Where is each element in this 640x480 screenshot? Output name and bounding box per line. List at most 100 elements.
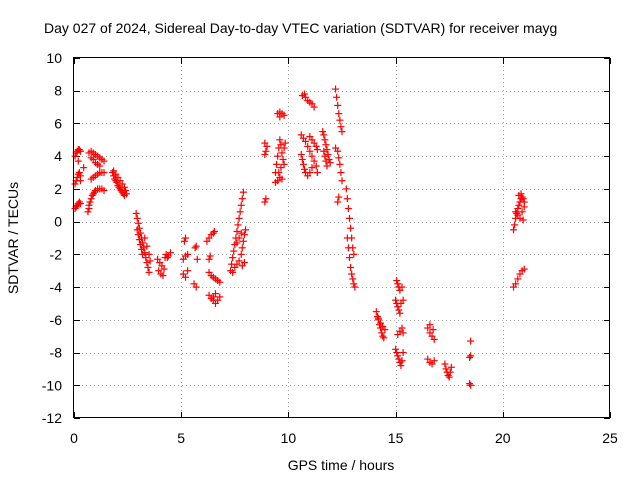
data-point (399, 329, 407, 337)
data-point (333, 93, 341, 101)
data-point (236, 208, 244, 216)
data-point (381, 326, 389, 334)
data-point (466, 380, 474, 388)
data-point (347, 263, 355, 271)
data-point (80, 164, 88, 172)
data-point (139, 250, 147, 258)
data-point (275, 169, 283, 177)
data-point (109, 169, 117, 177)
data-point (100, 187, 108, 195)
data-point (518, 208, 526, 216)
data-point (144, 263, 152, 271)
data-point (514, 275, 522, 283)
data-point (74, 157, 82, 165)
data-point (278, 149, 286, 157)
data-point (229, 268, 237, 276)
data-point (398, 283, 406, 291)
data-point (238, 195, 246, 203)
x-tick-labels: 0 5 10 15 20 25 (70, 430, 618, 446)
data-point (467, 352, 475, 360)
data-point (261, 198, 269, 206)
data-point (71, 180, 79, 188)
data-point (337, 123, 345, 131)
data-point (209, 229, 217, 237)
data-point (308, 164, 316, 172)
data-point (235, 234, 243, 242)
data-point (234, 221, 242, 229)
data-point (240, 231, 248, 239)
data-point (312, 162, 320, 170)
data-point (113, 178, 121, 186)
data-point (237, 229, 245, 237)
data-point (512, 280, 520, 288)
data-point (520, 203, 528, 211)
data-point (206, 252, 214, 260)
data-point (397, 362, 405, 370)
data-point (193, 255, 201, 263)
data-point (466, 353, 474, 361)
data-point (135, 236, 143, 244)
data-point (279, 155, 287, 163)
data-point (240, 259, 248, 267)
data-point (334, 198, 342, 206)
data-point (191, 244, 199, 252)
data-point (276, 136, 284, 144)
data-point (306, 147, 314, 155)
data-point (274, 152, 282, 160)
data-point (323, 162, 331, 170)
data-point (192, 283, 200, 291)
data-point (347, 224, 355, 232)
data-point (210, 227, 218, 235)
data-point (392, 296, 400, 304)
x-tick-label: 5 (177, 430, 185, 446)
data-point (447, 363, 455, 371)
data-point (302, 137, 310, 145)
data-point (520, 265, 528, 273)
data-point (100, 169, 108, 177)
data-point (87, 195, 95, 203)
data-point (100, 157, 108, 165)
data-point (398, 324, 406, 332)
data-point (75, 198, 83, 206)
y-tick-label: -8 (50, 345, 63, 361)
data-point (446, 368, 454, 376)
data-point (394, 280, 402, 288)
data-point (337, 169, 345, 177)
data-point (166, 249, 174, 257)
data-point (239, 188, 247, 196)
data-point (281, 139, 289, 147)
data-point (86, 198, 94, 206)
data-point (515, 201, 523, 209)
data-point (235, 257, 243, 265)
data-point (335, 110, 343, 118)
data-point (298, 155, 306, 163)
data-point (393, 349, 401, 357)
data-point (335, 154, 343, 162)
data-point (396, 309, 404, 317)
data-point (379, 332, 387, 340)
y-axis-label: SDTVAR / TECUs (5, 182, 21, 294)
data-point (159, 272, 167, 280)
data-point (132, 209, 140, 217)
data-point (332, 85, 340, 93)
data-point (312, 142, 320, 150)
y-tick-label: -10 (42, 377, 62, 393)
data-point (233, 239, 241, 247)
data-point (181, 273, 189, 281)
data-point (342, 185, 350, 193)
data-point (393, 277, 401, 285)
data-point (300, 90, 308, 98)
data-point (145, 250, 153, 258)
data-point (96, 162, 104, 170)
data-point (336, 116, 344, 124)
y-tick-label: 2 (54, 181, 62, 197)
data-point (280, 111, 288, 119)
y-tick-label: -6 (50, 312, 63, 328)
y-tick-labels: -12 -10 -8 -6 -4 -2 0 2 4 6 8 10 (42, 50, 62, 426)
data-point (395, 306, 403, 314)
data-point (376, 321, 384, 329)
data-point (334, 147, 342, 155)
data-point (261, 151, 269, 159)
data-point (394, 352, 402, 360)
y-tick-label: -12 (42, 410, 62, 426)
